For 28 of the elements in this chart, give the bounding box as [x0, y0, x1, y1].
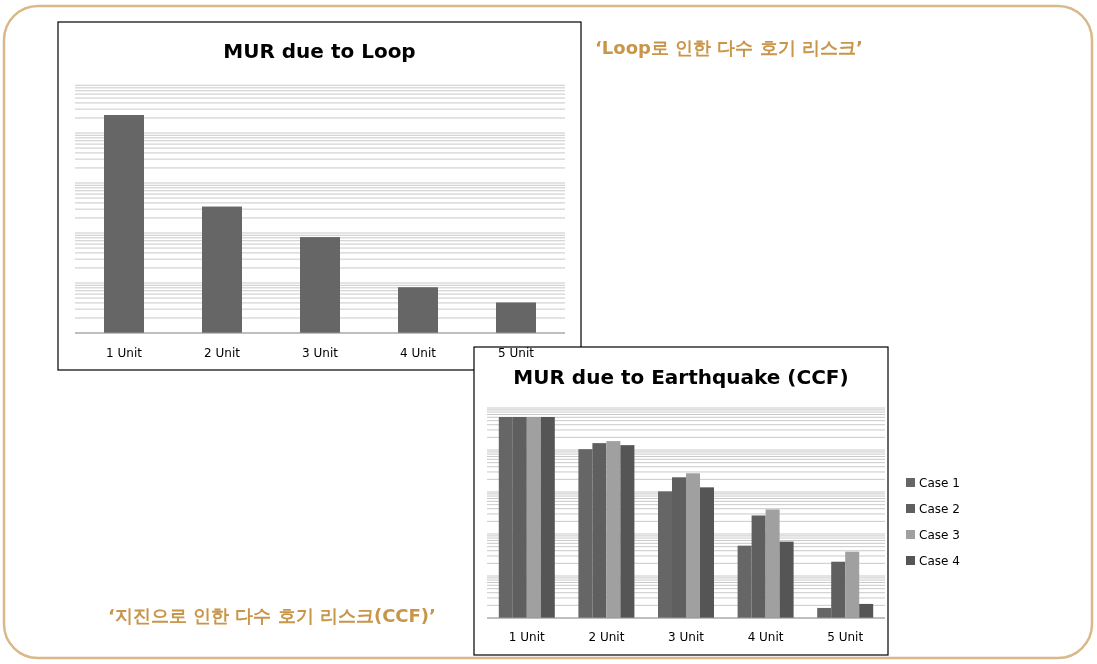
bar	[104, 115, 144, 333]
bar	[540, 417, 555, 618]
bar	[779, 541, 794, 618]
x-tick-label: 4 Unit	[747, 630, 784, 644]
x-tick-label: 5 Unit	[827, 630, 864, 644]
x-tick-label: 3 Unit	[302, 346, 339, 360]
bar	[700, 487, 714, 618]
legend-label: Case 1	[919, 476, 960, 490]
x-tick-label: 2 Unit	[588, 630, 625, 644]
chart-title: MUR due to Loop	[223, 39, 416, 63]
bar	[859, 603, 874, 618]
x-tick-label: 1 Unit	[106, 346, 143, 360]
text: ‘Loop로 인한 다수 호기 리스크’	[595, 37, 863, 58]
x-tick-label: 5 Unit	[498, 346, 535, 360]
x-tick-label: 1 Unit	[508, 630, 546, 644]
x-tick-label: 3 Unit	[668, 630, 705, 644]
bar	[496, 302, 536, 333]
x-tick-label: 2 Unit	[204, 346, 241, 360]
legend-label: Case 4	[919, 554, 960, 568]
bar	[300, 237, 340, 333]
chart-title: MUR due to Earthquake (CCF)	[513, 365, 849, 389]
legend-label: Case 2	[919, 502, 960, 516]
bar	[202, 206, 242, 333]
bar	[620, 445, 635, 618]
x-tick-label: 4 Unit	[400, 346, 437, 360]
text: ‘지진으로 인한 다수 호기 리스크(CCF)’	[108, 605, 436, 626]
bar	[398, 287, 438, 333]
legend-label: Case 3	[919, 528, 960, 542]
